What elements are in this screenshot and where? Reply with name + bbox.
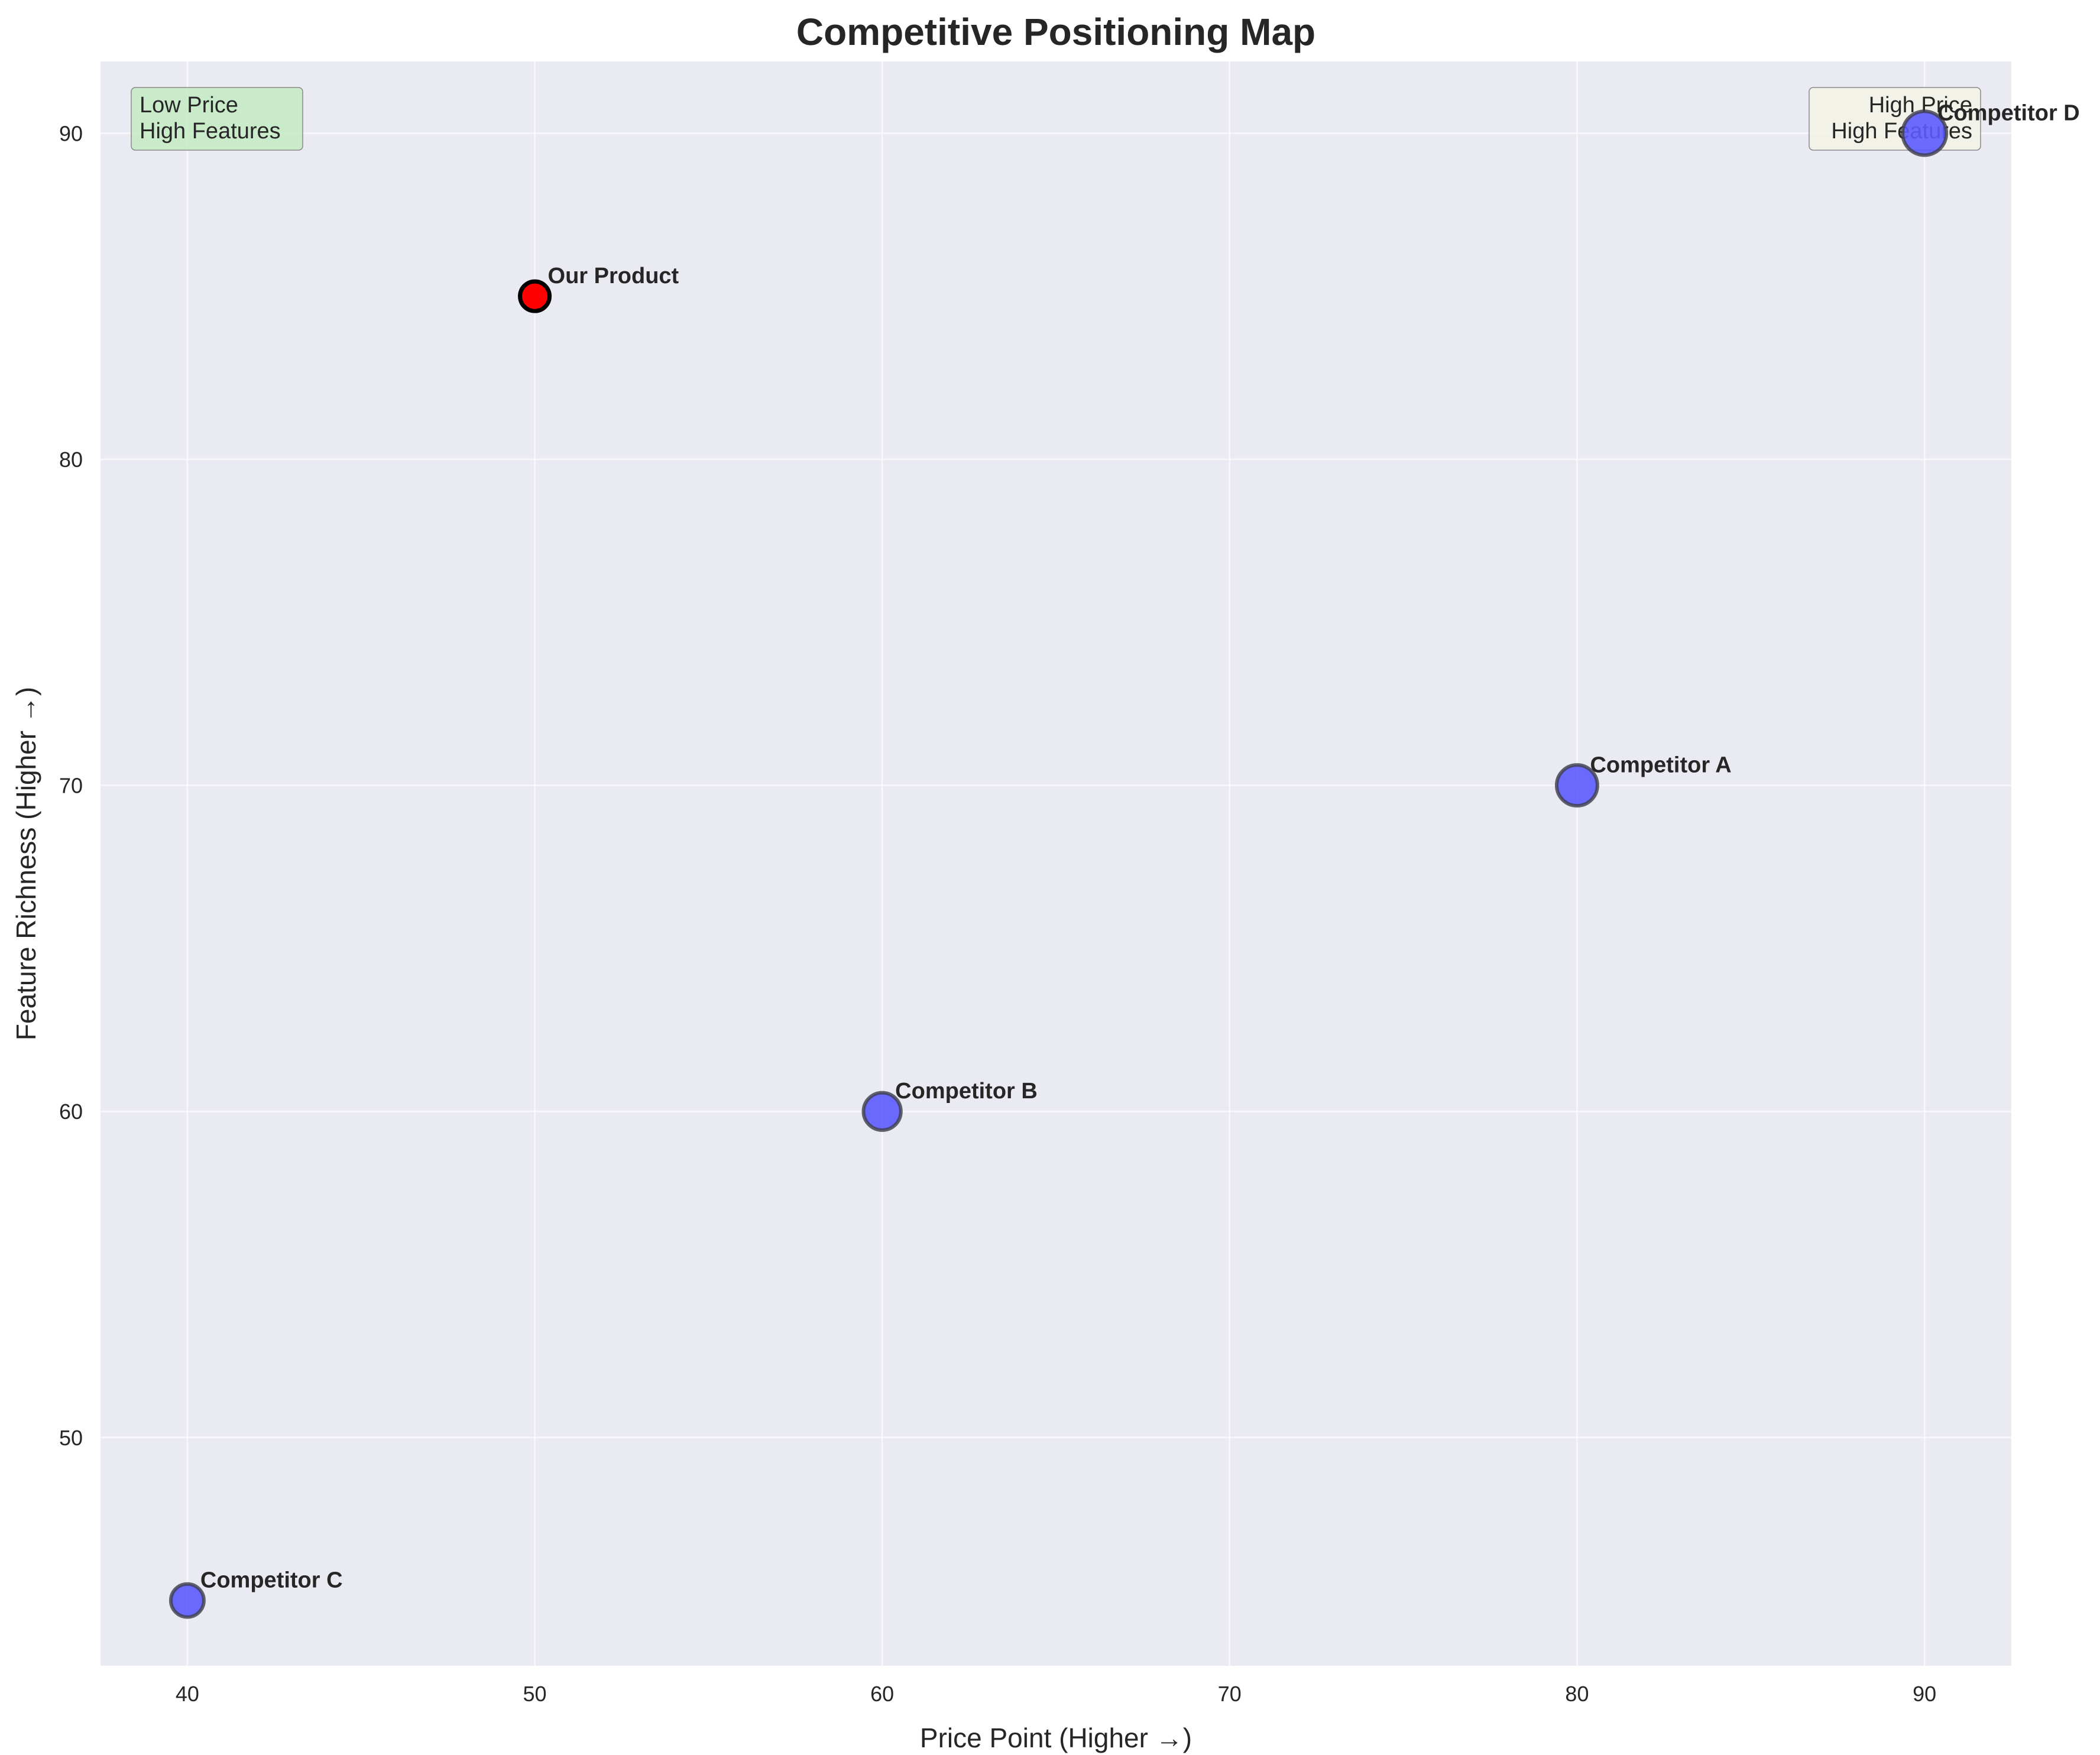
- annotation-text-line: High Features: [140, 119, 281, 144]
- point-label-competitor-d: Competitor D: [1937, 100, 2080, 125]
- x-tick-label: 80: [1565, 1682, 1589, 1706]
- x-tick-label: 40: [176, 1682, 199, 1706]
- point-label-competitor-b: Competitor B: [895, 1079, 1038, 1104]
- point-competitor-a: [1554, 763, 1599, 808]
- y-tick-label: 90: [59, 121, 83, 145]
- point-label-competitor-a: Competitor A: [1590, 753, 1731, 778]
- annotation-box: [131, 87, 303, 151]
- y-tick-label: 60: [59, 1099, 83, 1124]
- plot-area: [101, 61, 2011, 1666]
- x-tick-label: 70: [1218, 1682, 1242, 1706]
- point-labels: Our Product Competitor A Competitor B Compe…: [200, 100, 2080, 1592]
- chart-title: Competitive Positioning Map: [796, 11, 1315, 53]
- y-tick-label: 70: [59, 774, 83, 798]
- point-competitor-b: [861, 1091, 903, 1132]
- grid-lines: [101, 61, 2011, 1666]
- x-axis-label: Price Point (Higher →): [920, 1722, 1192, 1753]
- x-tick-label: 60: [870, 1682, 894, 1706]
- x-tick-label: 50: [523, 1682, 547, 1706]
- tick-labels: 40 50 60 70 80 90 50 60 70 80 90: [59, 121, 1936, 1706]
- point-our-product: [518, 279, 552, 313]
- y-tick-label: 80: [59, 447, 83, 472]
- annotation-text-line: Low Price: [140, 93, 238, 118]
- y-tick-label: 50: [59, 1426, 83, 1450]
- point-label-our-product: Our Product: [548, 264, 679, 288]
- point-label-competitor-c: Competitor C: [200, 1568, 343, 1593]
- x-tick-label: 90: [1913, 1682, 1936, 1706]
- data-points: [168, 109, 1949, 1619]
- point-competitor-c: [168, 1582, 206, 1619]
- point-competitor-d: [1901, 109, 1949, 157]
- y-axis-label: Feature Richness (Higher →): [11, 687, 41, 1040]
